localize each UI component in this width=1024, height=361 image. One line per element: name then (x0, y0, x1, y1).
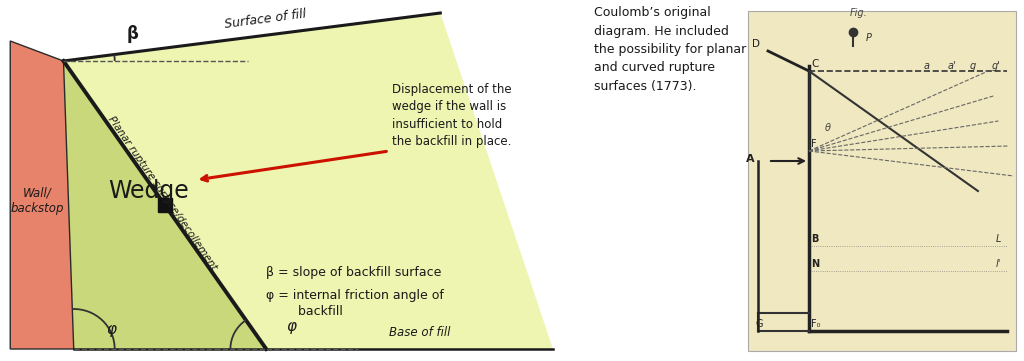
Text: Wall/
backstop: Wall/ backstop (10, 187, 63, 215)
Text: a': a' (948, 61, 956, 71)
Text: a: a (924, 61, 930, 71)
FancyBboxPatch shape (748, 11, 1016, 351)
Text: Fig.: Fig. (850, 8, 867, 18)
Text: l': l' (996, 259, 1001, 269)
Polygon shape (158, 198, 172, 212)
Text: g': g' (992, 61, 1000, 71)
Text: β = slope of backfill surface: β = slope of backfill surface (266, 266, 441, 279)
Text: P: P (865, 33, 871, 43)
Polygon shape (63, 13, 553, 349)
Text: φ: φ (106, 322, 117, 337)
Text: Wedge: Wedge (109, 179, 188, 203)
Text: β: β (127, 25, 139, 43)
Text: g: g (970, 61, 976, 71)
Text: F: F (811, 139, 816, 149)
Text: D: D (752, 39, 760, 49)
Text: G: G (756, 319, 763, 329)
Text: C: C (811, 59, 818, 69)
Text: L: L (996, 234, 1001, 244)
Text: Displacement of the
wedge if the wall is
insufficient to hold
the backfill in pl: Displacement of the wedge if the wall is… (392, 83, 512, 148)
Text: φ = internal friction angle of
        backfill: φ = internal friction angle of backfill (266, 289, 444, 318)
Text: B: B (811, 234, 818, 244)
Text: Planar rupture surface/decollement: Planar rupture surface/decollement (106, 114, 219, 272)
Polygon shape (63, 61, 266, 349)
Text: N: N (811, 259, 819, 269)
Polygon shape (10, 41, 74, 349)
Text: θ: θ (824, 123, 830, 133)
Text: A: A (746, 154, 755, 164)
Text: Base of fill: Base of fill (389, 326, 451, 339)
Text: Coulomb’s original
diagram. He included
the possibility for planar
and curved ru: Coulomb’s original diagram. He included … (594, 6, 746, 93)
Text: Surface of fill: Surface of fill (223, 8, 307, 31)
Text: φ: φ (287, 319, 297, 334)
Text: F₀: F₀ (811, 319, 820, 329)
